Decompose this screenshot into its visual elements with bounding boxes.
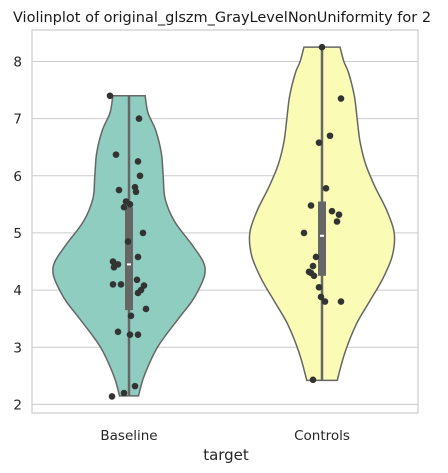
data-point bbox=[328, 207, 336, 215]
median-marker-baseline bbox=[127, 263, 131, 266]
y-tick-label: 4 bbox=[13, 283, 22, 299]
median-marker-controls bbox=[320, 234, 324, 237]
data-point bbox=[120, 203, 128, 211]
data-point bbox=[315, 139, 323, 146]
data-point bbox=[120, 389, 128, 397]
data-point bbox=[333, 218, 341, 225]
data-point bbox=[127, 312, 135, 320]
data-point bbox=[318, 43, 326, 51]
data-point bbox=[309, 262, 317, 270]
boxes bbox=[125, 47, 326, 396]
x-tick-label: Baseline bbox=[100, 428, 157, 444]
data-point bbox=[106, 92, 114, 100]
data-point bbox=[134, 158, 142, 165]
x-axis-label: target bbox=[203, 446, 249, 464]
data-point bbox=[110, 263, 118, 271]
x-tick-labels: Baseline Controls bbox=[100, 428, 350, 444]
data-point bbox=[109, 281, 117, 288]
data-point bbox=[317, 293, 325, 301]
data-point bbox=[133, 276, 141, 284]
data-point bbox=[134, 331, 142, 338]
points bbox=[106, 43, 345, 400]
data-point bbox=[307, 202, 315, 209]
data-point bbox=[142, 305, 150, 313]
y-tick-labels: 2 3 4 5 6 7 8 bbox=[13, 54, 22, 413]
data-point bbox=[300, 229, 308, 237]
data-point bbox=[136, 172, 144, 180]
iqr-box-controls bbox=[318, 201, 326, 276]
data-point bbox=[115, 186, 123, 194]
y-tick-label: 2 bbox=[13, 397, 22, 413]
data-point bbox=[132, 188, 140, 196]
data-point bbox=[322, 185, 330, 192]
y-tick-label: 6 bbox=[13, 169, 22, 185]
data-point bbox=[337, 95, 345, 102]
data-point bbox=[312, 253, 320, 261]
data-point bbox=[112, 151, 120, 158]
data-point bbox=[131, 382, 139, 390]
iqr-box-baseline bbox=[125, 207, 133, 311]
data-point bbox=[117, 281, 125, 288]
y-tick-label: 3 bbox=[13, 340, 22, 356]
data-point bbox=[134, 253, 142, 261]
data-point bbox=[124, 238, 132, 245]
chart-title: Violinplot of original_glszm_GrayLevelNo… bbox=[13, 10, 431, 26]
data-point bbox=[134, 289, 142, 297]
data-point bbox=[126, 201, 134, 208]
y-tick-label: 5 bbox=[13, 226, 22, 242]
data-point bbox=[139, 229, 147, 237]
data-point bbox=[114, 328, 122, 336]
x-tick-label: Controls bbox=[294, 428, 350, 444]
data-point bbox=[309, 376, 317, 384]
data-point bbox=[326, 132, 334, 140]
data-point bbox=[126, 331, 134, 338]
plot-frame bbox=[31, 29, 419, 414]
data-point bbox=[315, 283, 323, 291]
data-point bbox=[108, 393, 116, 400]
data-point bbox=[310, 272, 318, 280]
data-point bbox=[335, 211, 343, 218]
y-tick-label: 8 bbox=[13, 54, 22, 70]
data-point bbox=[337, 298, 345, 305]
data-point bbox=[135, 115, 143, 122]
data-point bbox=[321, 298, 329, 305]
y-tick-label: 7 bbox=[13, 112, 22, 128]
